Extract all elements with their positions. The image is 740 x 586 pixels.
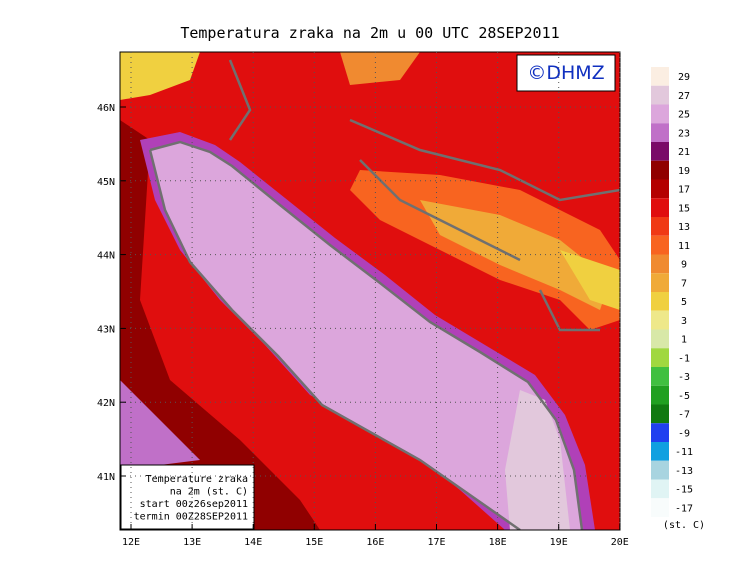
info-line: start 00z26sep2011: [140, 499, 248, 510]
legend-swatch: [651, 310, 669, 330]
x-tick-label: 14E: [244, 537, 262, 548]
legend-label: 3: [681, 316, 687, 327]
legend-swatch: [651, 198, 669, 217]
y-tick-label: 44N: [97, 251, 115, 262]
legend-swatch: [651, 404, 669, 424]
title: Temperatura zraka na 2m u 00 UTC 28SEP20…: [180, 24, 559, 42]
legend-swatch: [651, 442, 669, 461]
info-box: [120, 464, 255, 530]
info-line: na 2m (st. C): [170, 487, 248, 498]
legend-swatch: [651, 235, 669, 255]
legend-swatch: [651, 479, 669, 499]
info-line: Temperature zraka: [146, 474, 248, 485]
legend-label: -15: [675, 485, 693, 496]
legend-label: 15: [678, 203, 690, 214]
legend-label: 9: [681, 260, 687, 271]
legend-label: 5: [681, 297, 687, 308]
logo: ©DHMZ: [527, 62, 604, 84]
warm-patch: [120, 52, 200, 100]
legend-label: 25: [678, 110, 690, 121]
legend-swatch: [651, 367, 669, 386]
x-tick-label: 18E: [489, 537, 507, 548]
legend-label: 1: [681, 335, 687, 346]
legend-swatch: [651, 348, 669, 367]
map: ©DHMZ: [119, 51, 621, 531]
legend-unit: (st. C): [663, 520, 705, 531]
legend-label: 11: [678, 241, 690, 252]
legend-label: 7: [681, 278, 687, 289]
legend-label: 19: [678, 166, 690, 177]
legend-label: 13: [678, 222, 690, 233]
x-tick-label: 20E: [611, 537, 629, 548]
legend-label: -7: [678, 410, 690, 421]
y-tick-label: 46N: [97, 103, 115, 114]
legend-swatch: [651, 142, 669, 161]
y-tick-label: 45N: [97, 177, 115, 188]
legend-swatch: [651, 385, 669, 405]
legend-swatch: [651, 160, 669, 180]
legend-label: 17: [678, 185, 690, 196]
legend-label: 27: [678, 91, 690, 102]
legend-swatch: [651, 217, 669, 236]
y-tick-label: 41N: [97, 472, 115, 483]
legend-label: 23: [678, 128, 690, 139]
legend-swatch: [651, 254, 669, 274]
x-tick-label: 13E: [183, 537, 201, 548]
legend-swatch: [651, 423, 669, 442]
x-tick-label: 16E: [366, 537, 384, 548]
legend-label: 21: [678, 147, 690, 158]
legend-swatch: [651, 179, 669, 199]
legend-swatch: [651, 498, 669, 517]
legend-swatch: [651, 292, 669, 311]
cool-patch: [120, 120, 320, 530]
y-tick-label: 42N: [97, 398, 115, 409]
map-frame: [119, 51, 621, 531]
legend-label: -9: [678, 428, 690, 439]
legend-label: -17: [675, 503, 693, 514]
legend-swatch: [651, 460, 669, 480]
x-tick-label: 12E: [122, 537, 140, 548]
legend-swatch: [651, 85, 669, 105]
x-tick-label: 15E: [305, 537, 323, 548]
legend-swatch: [651, 329, 669, 349]
legend-label: 29: [678, 72, 690, 83]
info-line: termin 00Z28SEP2011: [134, 512, 248, 523]
legend-label: -13: [675, 466, 693, 477]
legend-label: -1: [678, 353, 690, 364]
legend-swatch: [651, 123, 669, 142]
legend-swatch: [651, 273, 669, 292]
borders: [148, 59, 620, 530]
y-tick-label: 43N: [97, 324, 115, 335]
legend-swatch: [651, 67, 669, 86]
warm-patch: [560, 250, 620, 310]
legend-label: -5: [678, 391, 690, 402]
adriatic-sea: [150, 142, 582, 530]
x-tick-label: 17E: [427, 537, 445, 548]
legend-label: -3: [678, 372, 690, 383]
warm-patch: [340, 52, 420, 85]
sea-patch: [505, 390, 570, 530]
legend-swatch: [651, 104, 669, 124]
x-tick-label: 19E: [550, 537, 568, 548]
logo-box: [516, 54, 616, 92]
legend-label: -11: [675, 447, 693, 458]
